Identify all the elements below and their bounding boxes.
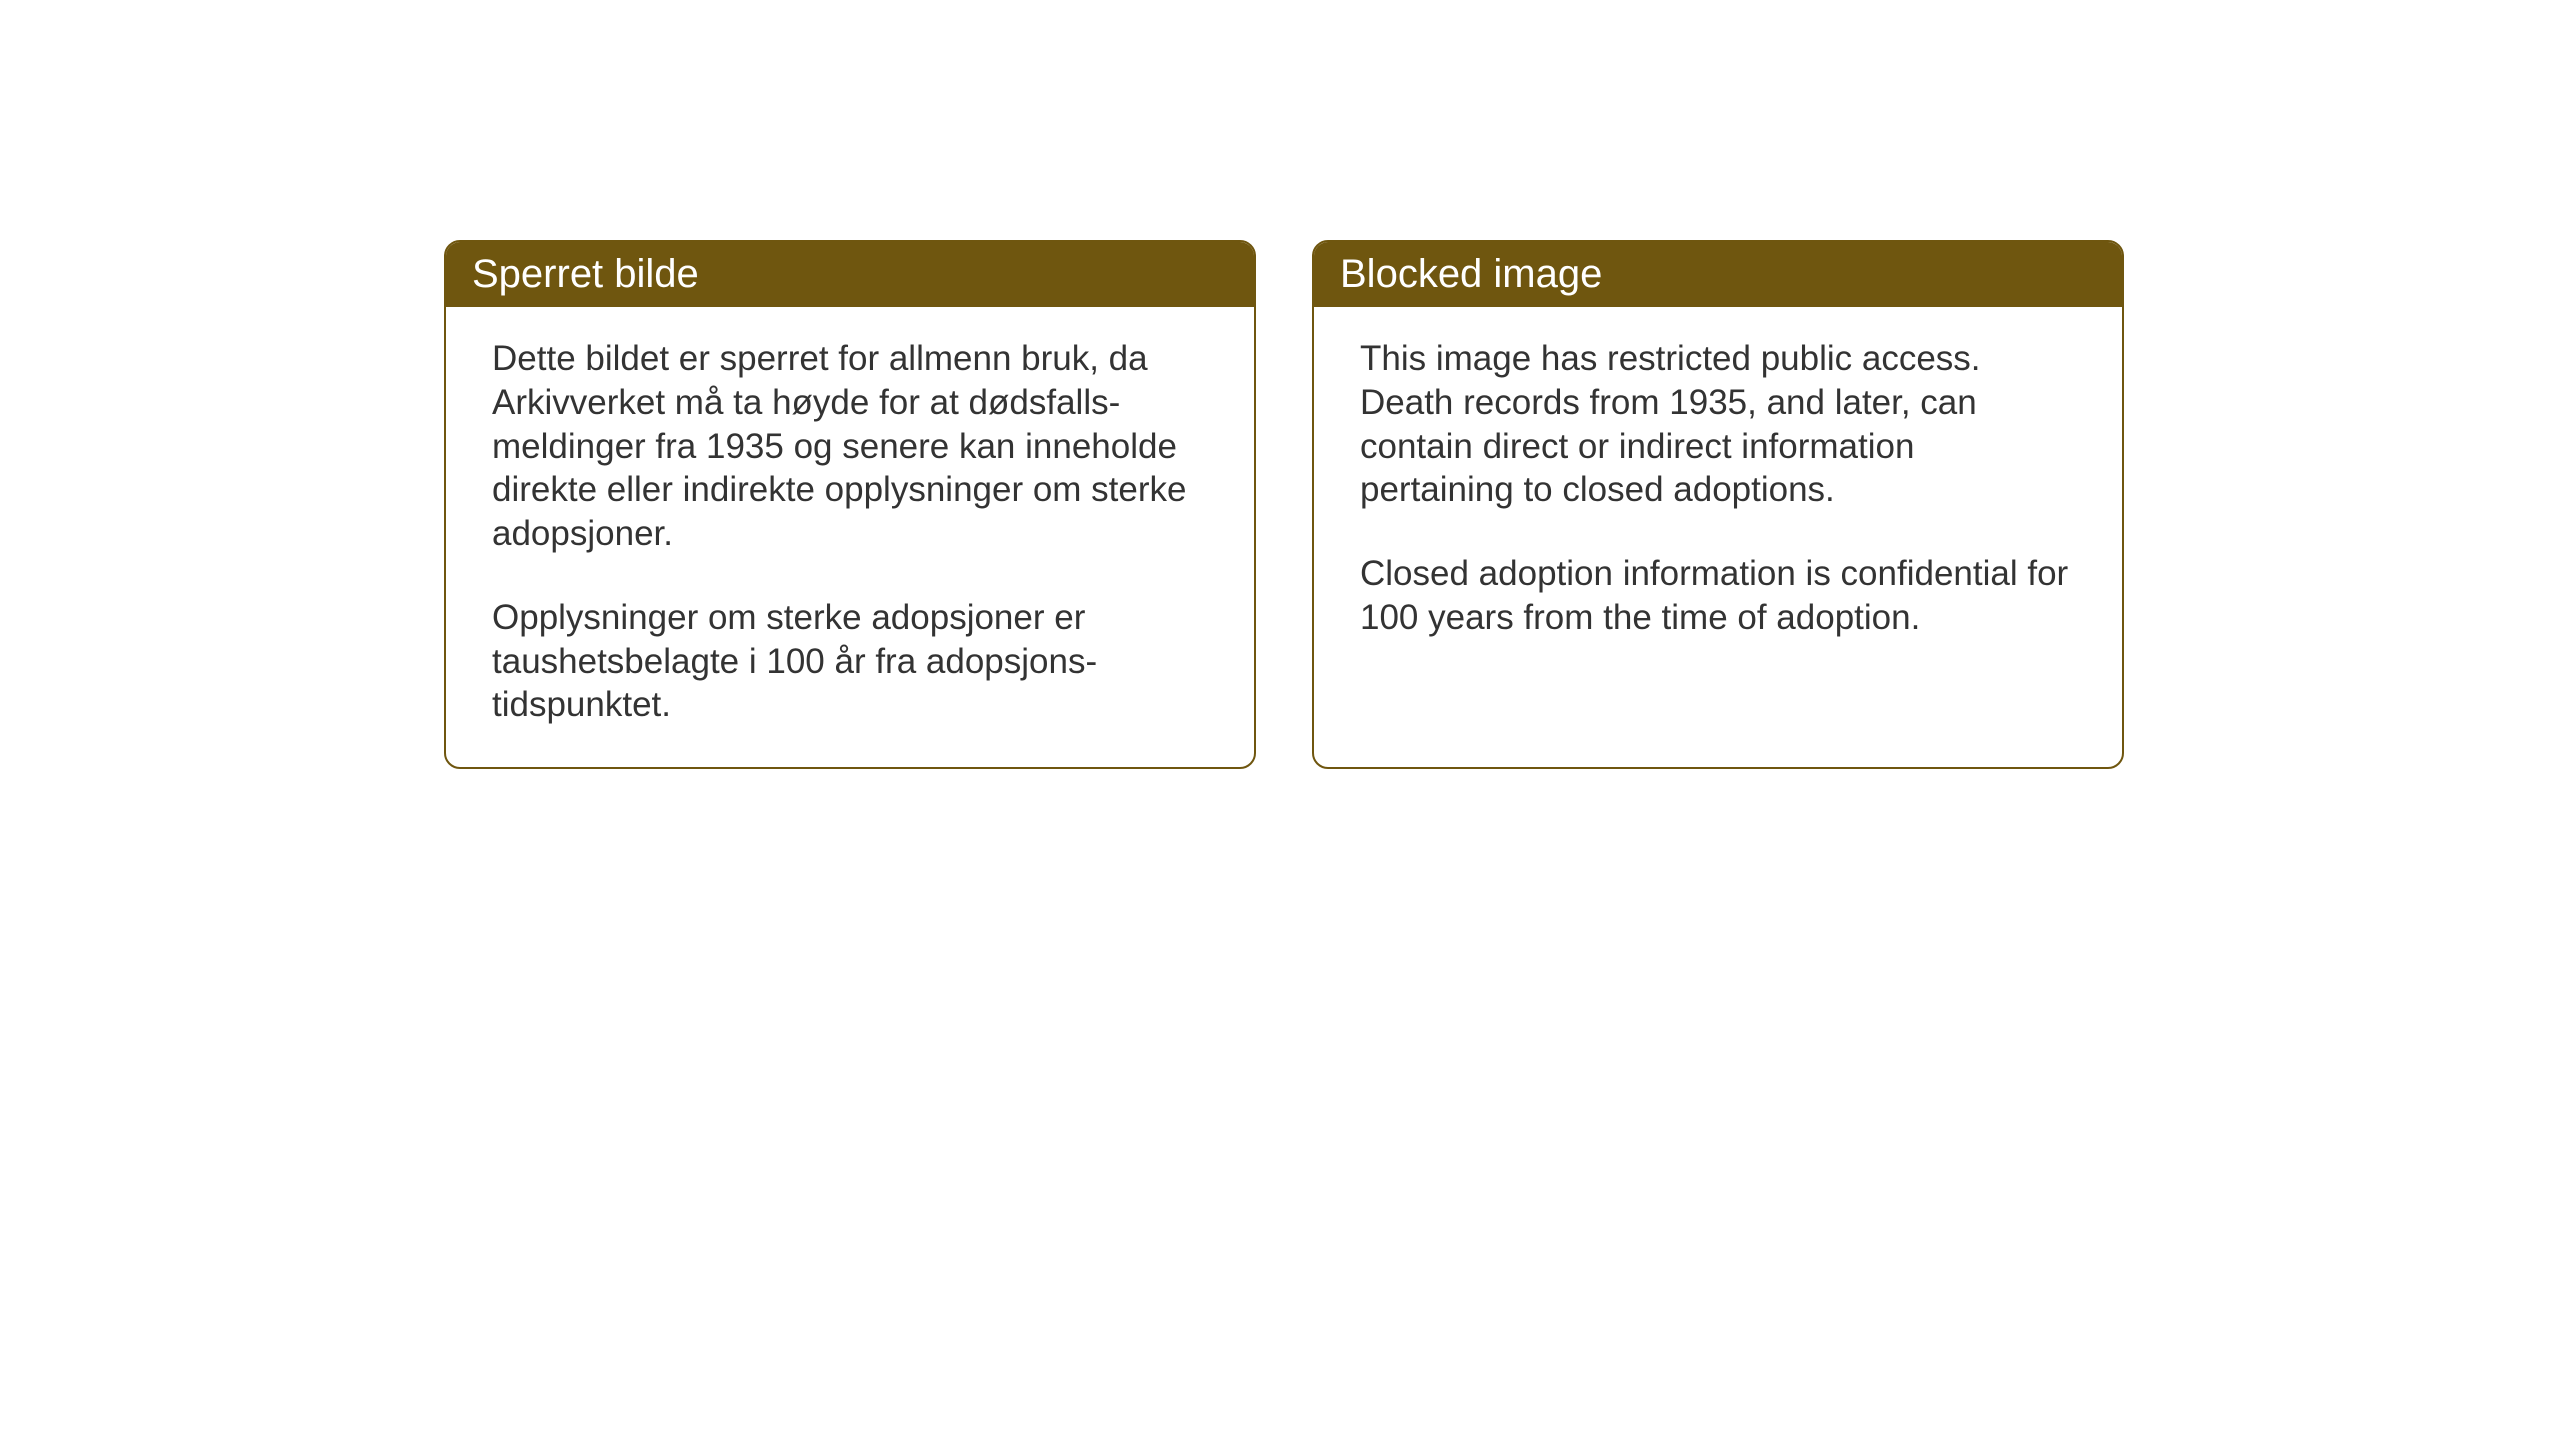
card-header-english: Blocked image: [1314, 242, 2122, 307]
card-english: Blocked image This image has restricted …: [1312, 240, 2124, 769]
card-paragraph: Closed adoption information is confident…: [1360, 552, 2076, 640]
card-body-norwegian: Dette bildet er sperret for allmenn bruk…: [446, 307, 1254, 767]
card-body-english: This image has restricted public access.…: [1314, 307, 2122, 680]
card-paragraph: Opplysninger om sterke adopsjoner er tau…: [492, 596, 1208, 727]
card-norwegian: Sperret bilde Dette bildet er sperret fo…: [444, 240, 1256, 769]
card-header-norwegian: Sperret bilde: [446, 242, 1254, 307]
card-paragraph: Dette bildet er sperret for allmenn bruk…: [492, 337, 1208, 556]
card-paragraph: This image has restricted public access.…: [1360, 337, 2076, 512]
cards-container: Sperret bilde Dette bildet er sperret fo…: [444, 240, 2124, 769]
